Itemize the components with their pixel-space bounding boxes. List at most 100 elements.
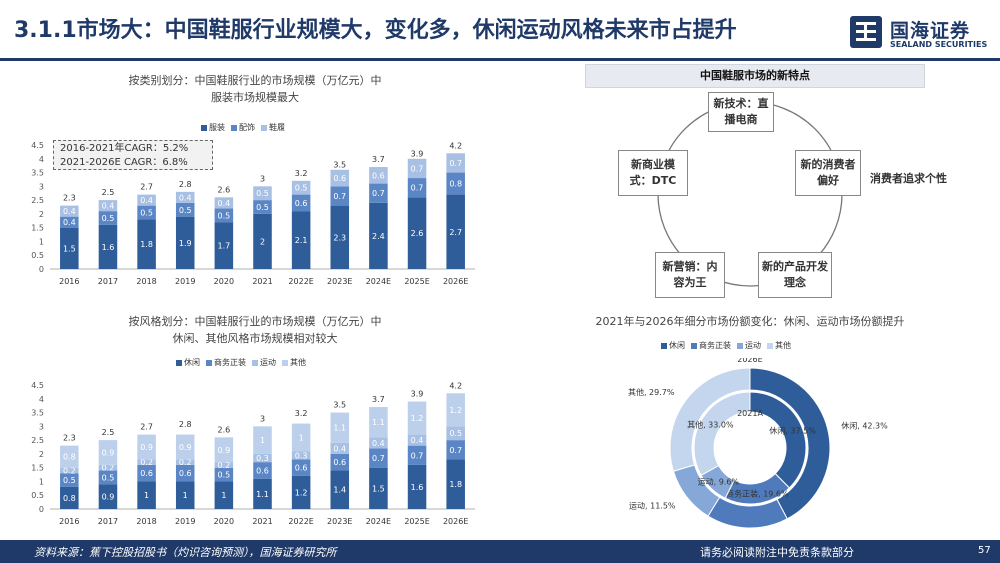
cat-seg-label-服装-2018: 1.8 xyxy=(140,240,153,249)
sty-seg-label-运动-2019: 0.2 xyxy=(179,458,192,467)
donut-slice-2026E-3 xyxy=(669,367,751,472)
legend2-label-0: 休闲 xyxy=(184,358,200,367)
legend3-label-2: 运动 xyxy=(745,341,761,350)
cat-seg-label-鞋履-2022E: 0.5 xyxy=(295,184,308,193)
cat-xtick-2019: 2019 xyxy=(175,277,195,286)
legend2-swatch-0 xyxy=(176,359,182,366)
cat-seg-label-鞋履-2026E: 0.7 xyxy=(449,159,462,168)
node-new-preference: 新的消费者偏好 xyxy=(795,150,861,196)
legend3-swatch-3 xyxy=(767,342,773,349)
sty-bar-其他-2016 xyxy=(60,445,79,468)
cat-bar-服装-2016 xyxy=(60,227,79,269)
cat-bar-配饰-2016 xyxy=(60,216,79,228)
sty-total-label-2022E: 3.2 xyxy=(295,409,308,418)
cat-bar-配饰-2019 xyxy=(175,202,195,217)
sty-total-label-2016: 2.3 xyxy=(63,434,76,443)
sty-ytick-3: 1.5 xyxy=(31,464,44,473)
sty-bar-其他-2022E xyxy=(291,423,311,452)
sty-xtick-2026E: 2026E xyxy=(443,517,468,526)
sty-bar-运动-2023E xyxy=(330,442,350,454)
sty-bar-运动-2018 xyxy=(137,459,156,465)
cat-bar-服装-2024E xyxy=(369,202,388,269)
cat-seg-label-配饰-2026E: 0.8 xyxy=(449,180,462,189)
cat-bar-服装-2022E xyxy=(291,211,311,269)
sty-seg-label-商务正装-2017: 0.5 xyxy=(102,473,115,482)
sty-seg-label-运动-2018: 0.2 xyxy=(140,458,153,467)
sty-bar-运动-2022E xyxy=(291,451,311,460)
sty-seg-label-运动-2025E: 0.4 xyxy=(411,436,424,445)
company-logo: 国海证券 SEALAND SECURITIES xyxy=(848,14,998,54)
sty-seg-label-其他-2018: 0.9 xyxy=(140,443,153,452)
sty-seg-label-运动-2022E: 0.3 xyxy=(295,451,308,460)
sty-bar-商务正装-2024E xyxy=(369,448,388,468)
sty-seg-label-休闲-2026E: 1.8 xyxy=(449,480,462,489)
legend2-label-1: 商务正装 xyxy=(214,358,246,367)
cat-seg-label-鞋履-2020: 0.4 xyxy=(217,199,230,208)
cat-bar-服装-2021 xyxy=(253,213,272,269)
sty-seg-label-休闲-2022E: 1.2 xyxy=(295,488,308,497)
sty-bar-其他-2024E xyxy=(369,407,388,438)
cat-seg-label-配饰-2020: 0.5 xyxy=(217,211,230,220)
cat-bar-配饰-2017 xyxy=(98,211,118,225)
cat-bar-鞋履-2018 xyxy=(137,194,156,206)
cat-bar-配饰-2024E xyxy=(369,183,388,203)
sty-total-label-2019: 2.8 xyxy=(179,420,192,429)
sty-bar-其他-2017 xyxy=(98,440,118,465)
sty-bar-休闲-2020 xyxy=(214,481,234,509)
cat-ytick-1: 0.5 xyxy=(31,251,44,260)
cat-bar-配饰-2022E xyxy=(291,194,311,212)
cat-xtick-2022E: 2022E xyxy=(288,277,313,286)
sty-bar-其他-2018 xyxy=(137,434,156,460)
legend2-swatch-3 xyxy=(282,359,288,366)
cat-seg-label-服装-2016: 1.5 xyxy=(63,244,76,253)
cat-total-label-2022E: 3.2 xyxy=(295,169,308,178)
sty-seg-label-运动-2016: 0.2 xyxy=(63,466,76,475)
cat-bar-配饰-2021 xyxy=(253,200,272,214)
sty-ytick-0: 0 xyxy=(39,505,44,514)
sty-seg-label-其他-2016: 0.8 xyxy=(63,453,76,462)
cat-total-label-2024E: 3.7 xyxy=(372,155,385,164)
sty-bar-商务正装-2023E xyxy=(330,453,350,471)
sty-bar-商务正装-2022E xyxy=(291,459,311,476)
sty-xtick-2022E: 2022E xyxy=(288,517,313,526)
category-chart-title-line1: 按类别划分：中国鞋服行业的市场规模（万亿元）中 xyxy=(128,74,382,87)
cat-xtick-2025E: 2025E xyxy=(404,277,429,286)
node-new-product: 新的产品开发理念 xyxy=(758,252,832,298)
sty-seg-label-商务正装-2023E: 0.6 xyxy=(333,458,346,467)
sty-seg-label-其他-2021: 1 xyxy=(260,436,265,445)
sty-xtick-2019: 2019 xyxy=(175,517,195,526)
sty-xtick-2016: 2016 xyxy=(59,517,79,526)
logo-text-en: SEALAND SECURITIES xyxy=(890,40,988,49)
cat-bar-鞋履-2024E xyxy=(369,167,388,184)
cat-ytick-2: 1 xyxy=(39,237,44,246)
cat-seg-label-服装-2021: 2 xyxy=(260,237,265,246)
sty-bar-其他-2019 xyxy=(175,434,195,460)
donut-label-2026E-2: 运动, 11.5% xyxy=(629,500,676,510)
cat-total-label-2021: 3 xyxy=(260,174,265,183)
cat-bar-配饰-2026E xyxy=(446,172,465,195)
style-chart-title-line2: 休闲、其他风格市场规模相对较大 xyxy=(172,332,338,345)
cat-total-label-2020: 2.6 xyxy=(217,185,230,194)
sty-seg-label-运动-2017: 0.2 xyxy=(102,464,115,473)
sty-seg-label-其他-2025E: 1.2 xyxy=(411,414,424,423)
sty-total-label-2025E: 3.9 xyxy=(411,390,424,399)
legend3-swatch-2 xyxy=(737,342,743,349)
cat-bar-服装-2019 xyxy=(175,216,195,269)
cat-seg-label-服装-2024E: 2.4 xyxy=(372,232,385,241)
cat-total-label-2016: 2.3 xyxy=(63,194,76,203)
cat-bar-服装-2023E xyxy=(330,205,350,269)
logo-mark-icon xyxy=(850,16,882,48)
sty-seg-label-运动-2023E: 0.4 xyxy=(333,444,346,453)
style-chart-title-line1: 按风格划分：中国鞋服行业的市场规模（万亿元）中 xyxy=(128,315,382,328)
cat-bar-鞋履-2026E xyxy=(446,153,465,173)
cat-xtick-2026E: 2026E xyxy=(443,277,468,286)
cat-seg-label-服装-2022E: 2.1 xyxy=(295,236,308,245)
cat-bar-配饰-2023E xyxy=(330,186,350,206)
legend1-swatch-0 xyxy=(201,124,207,131)
cat-ytick-5: 2.5 xyxy=(31,196,44,205)
cat-ytick-9: 4.5 xyxy=(31,141,44,150)
category-chart-title-line2: 服装市场规模最大 xyxy=(211,91,299,104)
sty-bar-运动-2017 xyxy=(98,464,118,471)
cat-bar-鞋履-2022E xyxy=(291,180,311,195)
cat-total-label-2026E: 4.2 xyxy=(449,141,462,150)
